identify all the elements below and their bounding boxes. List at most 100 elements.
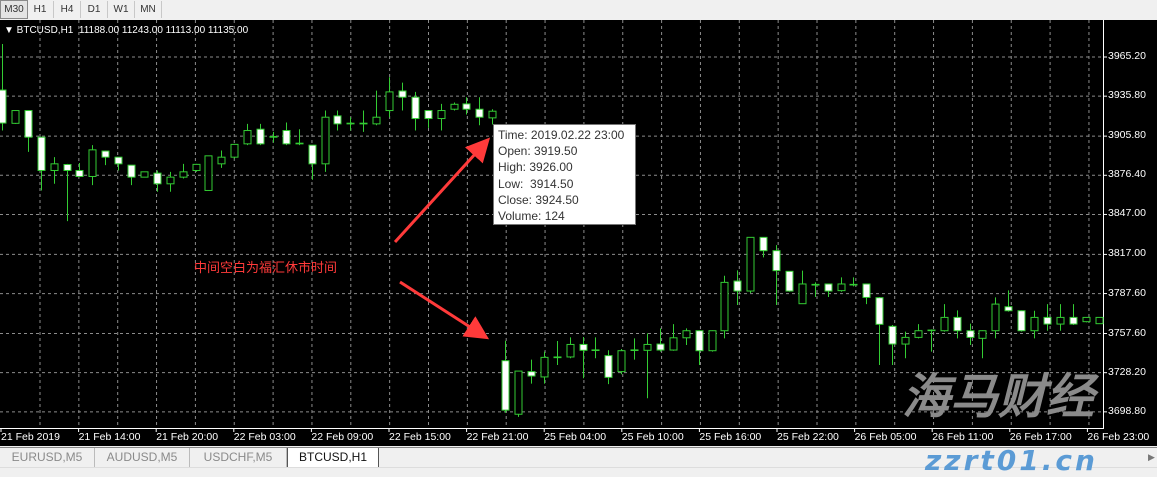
candle-bull — [11, 110, 20, 124]
price-label: 3935.80 — [1108, 89, 1146, 102]
candle-bull — [359, 122, 368, 125]
candle-bear — [966, 330, 975, 338]
price-label: 3698.80 — [1108, 404, 1146, 417]
candle-bull — [669, 337, 678, 351]
candle-bear — [604, 355, 613, 378]
time-label: 21 Feb 2019 — [1, 431, 60, 443]
chart-tabs: EURUSD,M5 AUDUSD,M5 USDCHF,M5 BTCUSD,H1 — [0, 447, 1157, 468]
candle-bear — [101, 150, 110, 158]
candle-bull — [746, 236, 755, 292]
price-label: 3847.00 — [1108, 207, 1146, 220]
candle-bull — [450, 103, 459, 110]
candle-bear — [256, 128, 265, 145]
tooltip-high: High: 3926.00 — [498, 160, 573, 175]
tooltip-low: Low: 3914.50 — [498, 176, 574, 191]
candle-bull — [540, 356, 549, 378]
candle-bull — [50, 163, 59, 171]
candlestick-chart[interactable] — [0, 0, 1157, 447]
tooltip-time: Time: 2019.02.22 23:00 — [498, 128, 625, 142]
candle-bear — [1043, 316, 1052, 325]
candle-bull — [1030, 316, 1039, 332]
candle-bull — [140, 171, 149, 178]
time-label: 22 Feb 15:00 — [389, 431, 451, 443]
candle-bull — [643, 343, 652, 351]
candle-bear — [888, 325, 897, 345]
candle-bear — [656, 343, 665, 351]
price-label: 3787.60 — [1108, 286, 1146, 299]
time-label: 22 Feb 21:00 — [466, 431, 529, 443]
time-label: 22 Feb 09:00 — [311, 431, 374, 443]
candle-bull — [204, 155, 213, 191]
candle-bear — [127, 164, 136, 178]
candle-bull — [346, 122, 355, 125]
candle-bull — [1056, 316, 1065, 325]
candle-bear — [759, 236, 768, 252]
candle-bear — [733, 280, 742, 292]
timeframe-h4[interactable]: H4 — [54, 1, 81, 18]
tooltip-close: Close: 3924.50 — [498, 192, 579, 207]
candle-bear — [772, 250, 781, 272]
candle-bear — [862, 283, 871, 298]
price-label: 3905.80 — [1108, 129, 1146, 142]
candle-bull — [88, 149, 97, 177]
candle-bear — [475, 108, 484, 118]
candle-bear — [1004, 306, 1013, 312]
candle-bear — [849, 283, 858, 286]
candle-bull — [217, 156, 226, 165]
tab-scroll-right-icon[interactable]: ▶ — [1148, 452, 1155, 462]
candle-bull — [269, 136, 278, 138]
candle-bull — [372, 116, 381, 125]
candle-bear — [24, 110, 33, 138]
candle-bear — [114, 156, 123, 165]
chart-area[interactable] — [0, 20, 1157, 446]
candle-bear — [0, 89, 7, 124]
candle-bull — [230, 143, 239, 158]
time-label: 21 Feb 20:00 — [156, 431, 219, 443]
timeframe-mn[interactable]: MN — [135, 1, 162, 18]
price-label: 3817.00 — [1108, 247, 1146, 260]
candle-bull — [901, 336, 910, 345]
candle-bull — [166, 176, 175, 185]
chart-tab-audusd-m5[interactable]: AUDUSD,M5 — [95, 448, 190, 467]
candle-bear — [63, 163, 72, 171]
candle-bull — [940, 316, 949, 332]
candle-bull — [192, 163, 201, 171]
chart-tab-eurusd-m5[interactable]: EURUSD,M5 — [0, 448, 95, 467]
timeframe-d1[interactable]: D1 — [81, 1, 108, 18]
price-label: 3728.20 — [1108, 365, 1146, 378]
time-label: 25 Feb 22:00 — [777, 431, 839, 443]
candle-bull — [630, 349, 639, 352]
candle-bear — [295, 142, 304, 145]
candle-bull — [914, 330, 923, 338]
candle-bull — [437, 110, 446, 120]
candle-bear — [695, 330, 704, 352]
candle-bear — [398, 90, 407, 98]
time-label: 25 Feb 16:00 — [699, 431, 762, 443]
candle-bull — [617, 350, 626, 373]
time-label: 26 Feb 05:00 — [854, 431, 917, 443]
candle-bear — [1069, 316, 1078, 325]
candle-bull — [179, 171, 188, 178]
candle-bull — [488, 110, 497, 119]
price-label: 3965.20 — [1108, 50, 1146, 62]
chart-tab-usdchf-m5[interactable]: USDCHF,M5 — [190, 448, 287, 467]
annotation-text: 中间空白为福汇休市时间 — [194, 260, 338, 275]
candle-bull — [566, 343, 575, 358]
candle-bear — [424, 110, 433, 120]
chart-tab-btcusd-h1[interactable]: BTCUSD,H1 — [287, 448, 379, 468]
candle-bear — [527, 371, 536, 377]
time-label: 25 Feb 10:00 — [621, 431, 684, 443]
candle-bull — [243, 130, 252, 145]
timeframe-w1[interactable]: W1 — [108, 1, 135, 18]
timeframe-m30[interactable]: M30 — [0, 0, 28, 19]
timeframe-h1[interactable]: H1 — [27, 1, 54, 18]
time-label: 26 Feb 17:00 — [1009, 431, 1072, 443]
candle-bull — [798, 283, 807, 305]
time-label: 21 Feb 14:00 — [78, 431, 141, 443]
candle-bear — [411, 96, 420, 120]
price-label: 3757.60 — [1108, 326, 1146, 339]
candle-bull — [720, 281, 729, 332]
candle-bull — [682, 330, 691, 339]
candle-bear — [462, 103, 471, 110]
tooltip-volume: Volume: 124 — [498, 209, 565, 224]
